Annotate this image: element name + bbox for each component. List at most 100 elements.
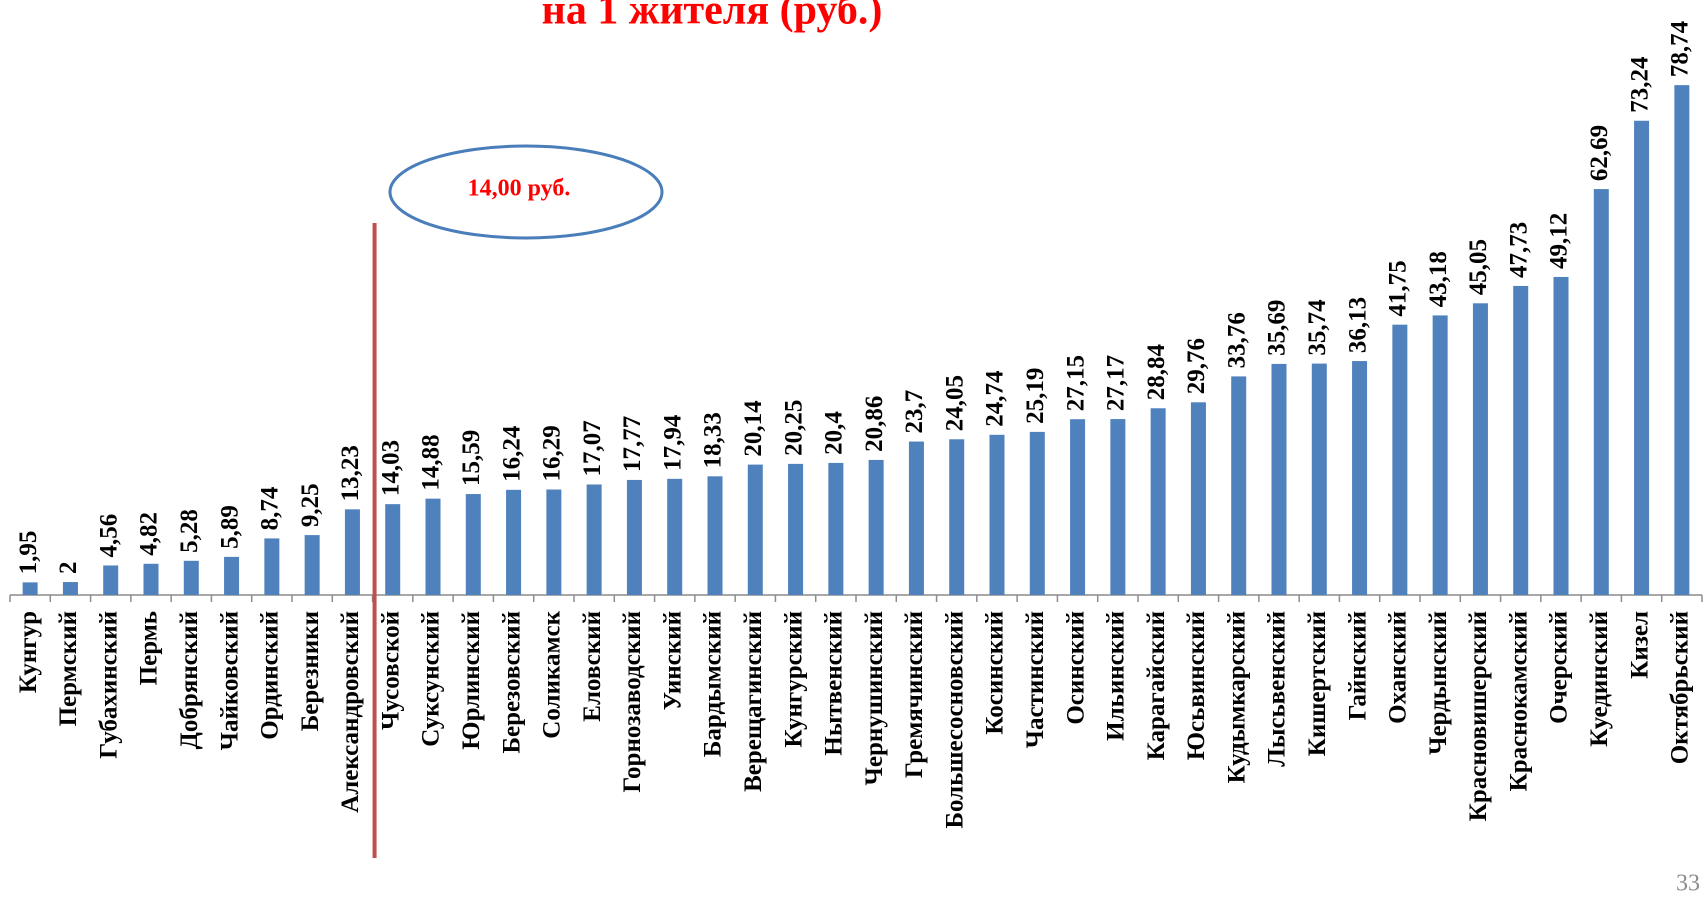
x-tick-label: Юсьвинский bbox=[1183, 611, 1210, 760]
x-tick-label: Кизел bbox=[1626, 611, 1653, 679]
value-label: 28,84 bbox=[1143, 344, 1170, 401]
value-label: 17,94 bbox=[659, 414, 686, 471]
value-label: 29,76 bbox=[1183, 338, 1210, 394]
value-label: 13,23 bbox=[337, 445, 364, 501]
annotation-ellipse bbox=[388, 144, 664, 240]
value-label: 20,4 bbox=[821, 411, 848, 455]
bar bbox=[707, 476, 723, 595]
page-number: 33 bbox=[1676, 871, 1700, 897]
x-tick-label: Гайнский bbox=[1344, 611, 1371, 720]
bar bbox=[506, 489, 522, 595]
value-label: 36,13 bbox=[1344, 297, 1371, 353]
bar bbox=[828, 462, 844, 595]
x-tick-label: Косинский bbox=[982, 611, 1009, 735]
x-tick-label: Александровский bbox=[337, 611, 364, 813]
x-tick-label: Гремячинский bbox=[901, 611, 928, 778]
bar bbox=[1553, 276, 1569, 595]
x-tick-label: Осинский bbox=[1062, 611, 1089, 725]
value-label: 2 bbox=[55, 562, 82, 575]
value-label: 9,25 bbox=[297, 483, 324, 527]
value-label: 73,24 bbox=[1626, 56, 1653, 113]
x-tick-label: Пермский bbox=[55, 611, 82, 726]
value-label: 20,86 bbox=[861, 396, 888, 452]
value-label: 43,18 bbox=[1425, 251, 1452, 307]
x-tick-label: Верещагинский bbox=[740, 611, 767, 792]
value-label: 5,28 bbox=[176, 509, 203, 553]
bar bbox=[1311, 363, 1327, 595]
value-label: 27,17 bbox=[1103, 355, 1130, 411]
x-tick-label: Чайковский bbox=[216, 611, 243, 750]
x-tick-label: Кунгурский bbox=[780, 611, 807, 747]
bar bbox=[1029, 431, 1045, 595]
bar bbox=[304, 535, 320, 595]
bar bbox=[344, 509, 360, 595]
x-tick-label: Карагайский bbox=[1143, 611, 1170, 760]
x-tick-label: Ординский bbox=[257, 611, 284, 740]
x-tick-label: Березовский bbox=[498, 611, 525, 754]
value-label: 25,19 bbox=[1022, 368, 1049, 424]
x-tick-label: Пермь bbox=[136, 611, 163, 685]
bar bbox=[143, 563, 159, 595]
annotation: 14,00 руб. bbox=[468, 176, 571, 202]
x-tick-label: Уинский bbox=[659, 611, 686, 710]
bar bbox=[949, 439, 965, 595]
bar bbox=[1634, 120, 1650, 596]
value-label: 1,95 bbox=[15, 531, 42, 575]
bar bbox=[667, 478, 683, 595]
value-label: 17,77 bbox=[619, 416, 646, 472]
bar bbox=[264, 538, 280, 595]
value-label: 24,74 bbox=[982, 370, 1009, 427]
x-tick-label: Частинский bbox=[1022, 611, 1049, 748]
value-label: 4,56 bbox=[95, 514, 122, 558]
bar bbox=[1432, 315, 1448, 595]
value-label: 20,14 bbox=[740, 400, 767, 457]
bar bbox=[465, 494, 481, 595]
x-tick-label: Еловский bbox=[579, 611, 606, 722]
x-tick-label: Кунгур bbox=[15, 611, 42, 693]
value-label: 15,59 bbox=[458, 430, 485, 486]
bar bbox=[1070, 419, 1086, 595]
x-tick-label: Добрянский bbox=[176, 611, 203, 749]
bar bbox=[1392, 324, 1408, 595]
x-tick-label: Кудымкарский bbox=[1223, 611, 1250, 783]
bar bbox=[1352, 361, 1368, 595]
x-tick-label: Краснокамский bbox=[1505, 611, 1532, 791]
value-label: 62,69 bbox=[1586, 125, 1613, 181]
value-label: 20,25 bbox=[780, 400, 807, 456]
bar bbox=[1271, 363, 1287, 595]
value-label: 45,05 bbox=[1465, 239, 1492, 295]
bar bbox=[788, 463, 804, 595]
bar bbox=[1150, 408, 1166, 595]
value-label: 8,74 bbox=[257, 486, 284, 530]
bar bbox=[1593, 189, 1609, 595]
x-tick-label: Ильинский bbox=[1103, 611, 1130, 741]
value-label: 4,82 bbox=[136, 512, 163, 556]
x-tick-label: Нытвенский bbox=[821, 611, 848, 756]
value-label: 14,88 bbox=[418, 434, 445, 490]
bar bbox=[908, 441, 924, 595]
bar bbox=[224, 556, 240, 595]
bar bbox=[62, 582, 78, 595]
x-tick-label: Октябрьский bbox=[1667, 611, 1694, 764]
bar bbox=[586, 484, 602, 595]
x-tick-label: Лысьвенский bbox=[1264, 611, 1291, 767]
value-label: 24,05 bbox=[941, 375, 968, 431]
bar bbox=[103, 565, 119, 595]
bar bbox=[546, 489, 562, 595]
value-label: 23,7 bbox=[901, 390, 928, 434]
bar bbox=[747, 464, 763, 595]
bar bbox=[1190, 402, 1206, 595]
value-label: 16,24 bbox=[498, 425, 525, 482]
x-tick-label: Чердынский bbox=[1425, 611, 1452, 755]
bar bbox=[1513, 285, 1529, 595]
x-tick-label: Большесосновский bbox=[941, 611, 968, 829]
x-tick-label: Чусовской bbox=[377, 611, 404, 730]
value-label: 18,33 bbox=[700, 412, 727, 468]
x-tick-label: Березники bbox=[297, 611, 324, 731]
bar bbox=[425, 498, 441, 595]
value-label: 16,29 bbox=[539, 425, 566, 481]
x-tick-label: Кишертский bbox=[1304, 611, 1331, 756]
x-tick-label: Куединский bbox=[1586, 611, 1613, 747]
x-tick-label: Очерский bbox=[1546, 611, 1573, 724]
